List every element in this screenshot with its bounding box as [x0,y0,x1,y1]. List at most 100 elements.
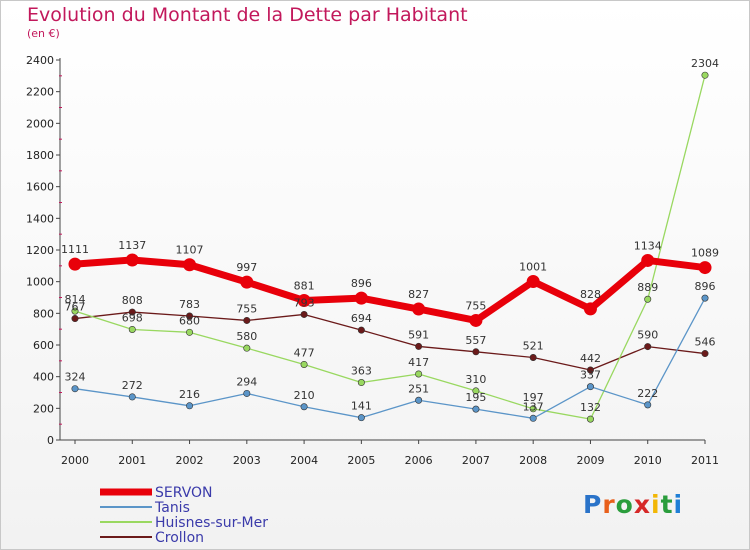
data-point-crollon [186,312,194,320]
data-point-crollon [300,310,308,318]
x-tick-label: 2008 [519,454,547,467]
data-point-huisnes-sur-mer [644,295,652,303]
data-label-huisnes-sur-mer: 2304 [691,57,719,70]
data-point-servon [469,313,483,327]
data-point-servon [183,258,197,272]
data-label-servon: 828 [580,288,601,301]
proxiti-logo: Proxiti [583,490,683,519]
data-point-tanis [186,402,194,410]
y-tick-label: 2000 [26,117,54,130]
data-point-crollon [472,348,480,356]
data-label-servon: 997 [236,261,257,274]
data-point-huisnes-sur-mer [186,328,194,336]
data-point-crollon [415,342,423,350]
chart-subtitle: (en €) [27,27,60,40]
data-point-servon [240,275,254,289]
data-label-huisnes-sur-mer: 363 [351,365,372,378]
data-point-servon [68,257,82,271]
data-point-servon [583,302,597,316]
data-point-tanis [644,401,652,409]
series-line-huisnes-sur-mer [74,74,706,420]
data-label-tanis: 141 [351,400,372,413]
data-label-crollon: 755 [236,302,257,315]
data-point-tanis [300,403,308,411]
data-label-crollon: 546 [695,336,716,349]
legend-label-servon: SERVON [155,485,213,501]
data-point-huisnes-sur-mer [586,415,594,423]
y-tick-label: 1000 [26,276,54,289]
data-label-huisnes-sur-mer: 417 [408,356,429,369]
logo-letter: i [673,490,684,519]
logo-letter: i [651,490,661,519]
data-label-crollon: 442 [580,352,601,365]
data-labels: 767 808 783 755 793 694 591 557 521 442 590 546 814 6… [61,57,719,414]
x-tick-label: 2010 [634,454,662,467]
data-point-huisnes-sur-mer [529,405,537,413]
data-point-huisnes-sur-mer [357,379,365,387]
x-tick-label: 2003 [233,454,261,467]
series-line-tanis [74,297,706,419]
data-label-servon: 1137 [118,239,146,252]
data-point-crollon [701,350,709,358]
x-tick-label: 2001 [118,454,146,467]
series-line-crollon [74,311,706,371]
data-label-tanis: 294 [236,375,257,388]
data-label-tanis: 272 [122,379,143,392]
data-label-huisnes-sur-mer: 310 [465,373,486,386]
data-point-servon [526,275,540,289]
logo-letter: r [602,490,616,519]
data-point-servon [698,261,712,275]
data-point-crollon [357,326,365,334]
data-point-huisnes-sur-mer [415,370,423,378]
data-point-tanis [415,396,423,404]
y-tick-label: 400 [33,371,54,384]
y-tick-label: 800 [33,307,54,320]
data-label-tanis: 896 [695,280,716,293]
logo-letter: P [583,490,603,519]
data-label-tanis: 337 [580,369,601,382]
data-point-tanis [128,393,136,401]
data-point-huisnes-sur-mer [472,387,480,395]
data-label-huisnes-sur-mer: 698 [122,311,143,324]
data-label-huisnes-sur-mer: 889 [637,281,658,294]
data-point-servon [125,253,139,267]
data-point-servon [354,291,368,305]
data-point-crollon [71,315,79,323]
logo-letter: x [633,490,651,519]
data-label-crollon: 590 [637,329,658,342]
data-label-crollon: 694 [351,312,372,325]
logo-letter: o [615,490,634,519]
y-tick-label: 2200 [26,86,54,99]
data-label-crollon: 767 [65,301,86,314]
data-point-servon [412,302,426,316]
data-label-tanis: 195 [465,391,486,404]
data-label-huisnes-sur-mer: 477 [294,346,315,359]
x-tick-label: 2006 [405,454,433,467]
x-tick-label: 2000 [61,454,89,467]
data-label-huisnes-sur-mer: 814 [65,293,86,306]
y-tick-label: 2400 [26,54,54,67]
data-label-servon: 1001 [519,261,547,274]
data-point-crollon [586,366,594,374]
data-label-huisnes-sur-mer: 680 [179,314,200,327]
x-tick-label: 2002 [176,454,204,467]
x-tick-label: 2004 [290,454,318,467]
chart-title: Evolution du Montant de la Dette par Hab… [27,4,468,26]
series-line-servon [71,256,709,324]
data-label-huisnes-sur-mer: 580 [236,330,257,343]
data-point-huisnes-sur-mer [243,344,251,352]
data-label-crollon: 793 [294,296,315,309]
data-label-servon: 1134 [634,239,662,252]
data-label-servon: 827 [408,288,429,301]
data-point-tanis [529,414,537,422]
data-point-tanis [701,294,709,302]
y-tick-label: 0 [47,434,54,447]
data-label-tanis: 137 [523,400,544,413]
y-tick-label: 1400 [26,212,54,225]
data-label-tanis: 251 [408,382,429,395]
data-point-crollon [128,308,136,316]
data-point-huisnes-sur-mer [128,325,136,333]
data-label-tanis: 324 [65,371,86,384]
